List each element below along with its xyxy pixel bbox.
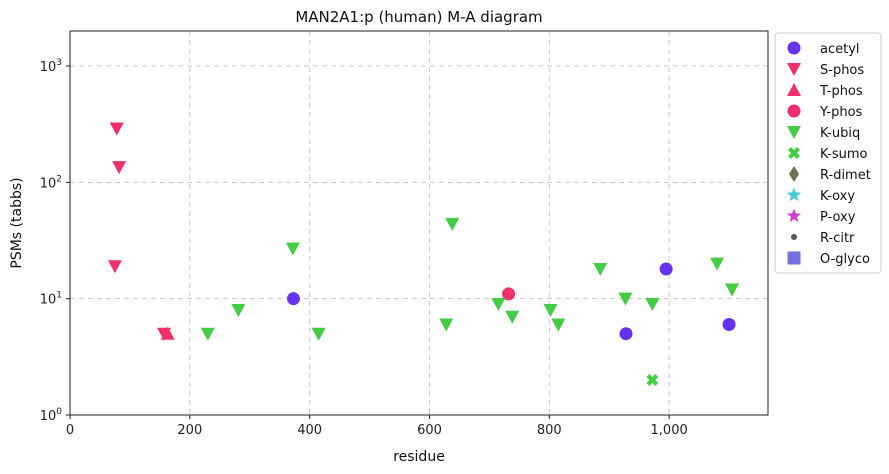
legend-marker-s-phos <box>787 63 801 76</box>
legend-marker-r-dimet <box>789 166 799 182</box>
x-tick-label: 1,000 <box>651 423 688 438</box>
y-tick-exponent: 3 <box>56 58 62 68</box>
point-k-ubiq <box>551 318 566 332</box>
legend-marker-k-sumo <box>788 147 800 159</box>
legend-marker-acetyl <box>787 41 801 55</box>
y-tick-label: 103 <box>40 58 62 75</box>
legend-marker-o-glyco <box>787 251 801 265</box>
y-tick-base: 10 <box>40 409 57 424</box>
legend-frame <box>774 32 882 274</box>
legend-label: R-citr <box>820 231 855 246</box>
point-acetyl <box>286 292 300 306</box>
point-s-phos <box>107 260 122 274</box>
x-axis: 0 200 400 600 800 1,000 <box>66 415 688 438</box>
point-acetyl <box>619 327 633 341</box>
point-k-ubiq <box>285 242 300 256</box>
point-acetyl <box>659 262 673 276</box>
y-tick-exponent: 0 <box>56 407 62 417</box>
legend-label: acetyl <box>820 42 860 57</box>
x-axis-label: residue <box>393 449 445 465</box>
point-acetyl <box>722 317 736 331</box>
point-s-phos <box>112 161 127 175</box>
point-k-ubiq <box>645 297 660 311</box>
point-k-ubiq <box>505 310 520 324</box>
legend-label: Y-phos <box>819 105 863 120</box>
point-k-ubiq <box>439 318 454 332</box>
legend: acetyl S-phos T-phos Y-phos K-ubiq K-sumo R-di… <box>774 32 882 274</box>
legend-marker-k-ubiq <box>787 126 801 139</box>
point-s-phos <box>109 122 124 136</box>
point-y-phos <box>502 287 516 301</box>
point-k-ubiq <box>618 292 633 306</box>
legend-marker-k-oxy <box>786 187 802 202</box>
point-k-ubiq <box>725 283 740 297</box>
y-tick-exponent: 1 <box>56 291 62 301</box>
point-k-ubiq <box>710 257 725 271</box>
point-t-phos <box>160 326 175 340</box>
legend-label: P-oxy <box>820 210 856 225</box>
point-k-ubiq <box>491 297 506 311</box>
x-tick-label: 600 <box>417 423 442 438</box>
legend-marker-r-citr <box>791 234 797 240</box>
legend-label: S-phos <box>820 63 864 78</box>
legend-marker-y-phos <box>787 104 801 118</box>
data-points <box>107 122 740 386</box>
x-tick-label: 800 <box>537 423 562 438</box>
y-tick-label: 101 <box>40 291 62 308</box>
legend-label: K-sumo <box>820 147 868 162</box>
legend-label: R-dimet <box>820 168 871 183</box>
point-k-sumo <box>646 373 659 386</box>
grid <box>70 31 768 415</box>
y-axis-label: PSMs (tabbs) <box>9 177 25 268</box>
x-tick-label: 400 <box>297 423 322 438</box>
chart-title: MAN2A1:p (human) M-A diagram <box>295 8 542 26</box>
y-tick-base: 10 <box>40 176 57 191</box>
point-k-ubiq <box>445 217 460 231</box>
y-tick-base: 10 <box>40 293 57 308</box>
plot-frame <box>69 30 769 416</box>
point-k-ubiq <box>593 262 608 276</box>
point-k-ubiq <box>311 327 326 341</box>
point-k-ubiq <box>200 327 215 341</box>
point-k-ubiq <box>231 303 246 317</box>
legend-marker-p-oxy <box>786 208 802 223</box>
legend-label: K-oxy <box>820 189 855 204</box>
x-tick-label: 200 <box>177 423 202 438</box>
legend-marker-t-phos <box>787 83 801 96</box>
y-tick-exponent: 2 <box>56 174 62 184</box>
legend-label: T-phos <box>819 84 863 99</box>
legend-label: O-glyco <box>820 252 870 267</box>
y-tick-label: 102 <box>40 174 62 191</box>
x-tick-label: 0 <box>66 423 74 438</box>
y-tick-base: 10 <box>40 60 57 75</box>
legend-label: K-ubiq <box>820 126 860 141</box>
point-k-ubiq <box>543 303 558 317</box>
y-tick-label: 100 <box>40 407 63 424</box>
